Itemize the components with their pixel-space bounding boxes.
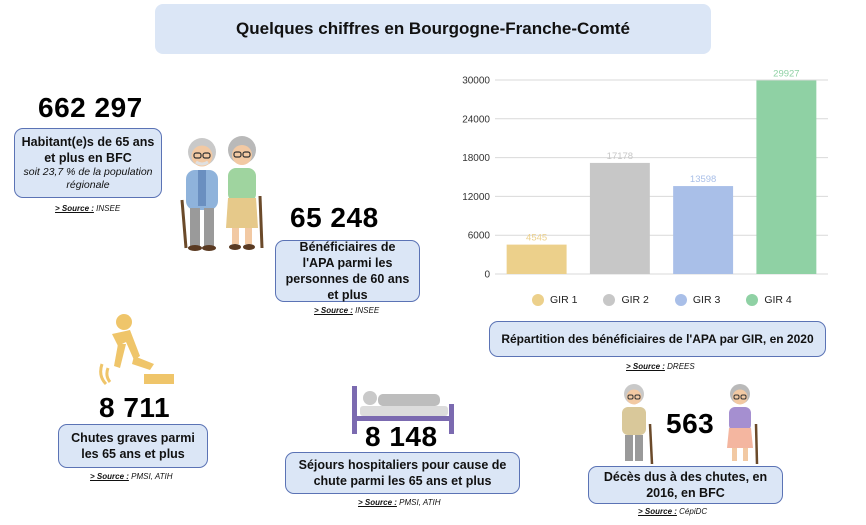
chart-source-prefix: > Source : [626, 362, 665, 371]
falls-source-text: PMSI, ATIH [131, 472, 173, 481]
legend-swatch [532, 294, 544, 306]
legend-item: GIR 2 [603, 294, 649, 306]
population-source-text: INSEE [96, 204, 121, 213]
legend-label: GIR 4 [764, 294, 792, 306]
bar [506, 244, 567, 274]
apa-source-prefix: > Source : [314, 306, 353, 315]
bar [756, 80, 817, 274]
legend-label: GIR 3 [692, 294, 721, 306]
fall-icon [99, 314, 174, 386]
population-label: Habitant(e)s de 65 ans et plus en BFC [21, 134, 155, 165]
page-title: Quelques chiffres en Bourgogne-Franche-C… [155, 4, 711, 54]
legend-label: GIR 2 [621, 294, 649, 306]
legend-item: GIR 3 [674, 294, 721, 306]
hospital-source: > Source : PMSI, ATIH [358, 498, 440, 507]
population-source: > Source : INSEE [55, 204, 120, 213]
hospital-source-text: PMSI, ATIH [399, 498, 441, 507]
apa-source-text: INSEE [355, 306, 380, 315]
falls-source: > Source : PMSI, ATIH [90, 472, 172, 481]
bar-value-label: 29927 [773, 68, 799, 79]
y-tick-label: 24000 [462, 114, 490, 125]
deaths-box: Décès dus à des chutes, en 2016, en BFC [588, 466, 783, 504]
hospital-bed-icon [352, 386, 454, 434]
population-number: 662 297 [38, 92, 143, 123]
deaths-source-prefix: > Source : [638, 507, 677, 516]
deaths-label: Décès dus à des chutes, en 2016, en BFC [603, 469, 768, 500]
apa-source: > Source : INSEE [314, 306, 379, 315]
legend-swatch [603, 294, 616, 306]
deaths-source: > Source : CépiDC [638, 507, 707, 516]
apa-box: Bénéficiaires de l'APA parmi les personn… [275, 240, 420, 302]
hospital-number: 8 148 [365, 421, 438, 452]
chart-caption: Répartition des bénéficiaires de l'APA p… [489, 321, 826, 357]
legend-swatch [674, 294, 687, 306]
legend-swatch [746, 294, 759, 306]
bar [589, 162, 650, 274]
deaths-number: 563 [666, 408, 715, 439]
bar-value-label: 4545 [526, 233, 547, 244]
y-tick-label: 30000 [462, 76, 490, 87]
population-sub: soit 23,7 % de la population régionale [23, 166, 153, 192]
falls-label: Chutes graves parmi les 65 ans et plus [71, 430, 195, 461]
bar [673, 186, 734, 274]
falls-source-prefix: > Source : [90, 472, 129, 481]
y-tick-label: 12000 [462, 192, 490, 203]
elderly-couple-icon [180, 136, 264, 251]
y-tick-label: 18000 [462, 153, 490, 164]
hospital-source-prefix: > Source : [358, 498, 397, 507]
y-tick-label: 6000 [468, 231, 491, 242]
elderly-couple-small-icon [622, 384, 654, 465]
hospital-box: Séjours hospitaliers pour cause de chute… [285, 452, 520, 494]
falls-number: 8 711 [99, 392, 171, 423]
hospital-label: Séjours hospitaliers pour cause de chute… [298, 457, 507, 488]
y-tick-label: 0 [484, 270, 490, 281]
bar-value-label: 13598 [690, 174, 716, 185]
deaths-source-text: CépiDC [679, 507, 708, 516]
population-box: Habitant(e)s de 65 ans et plus en BFC so… [14, 128, 162, 198]
legend-item: GIR 4 [746, 294, 792, 306]
chart-source-text: DREES [667, 362, 695, 371]
elderly-woman-small-icon [727, 384, 759, 465]
bar-value-label: 17178 [607, 151, 633, 162]
chart-source: > Source : DREES [626, 362, 695, 371]
apa-number: 65 248 [290, 202, 379, 233]
population-source-prefix: > Source : [55, 204, 94, 213]
gir-bar-chart: 0 6000 12000 18000 24000 30000 4545 17178 13598 2… [462, 68, 828, 281]
chart-legend: GIR 1 GIR 2 GIR 3 GIR 4 [532, 294, 792, 306]
falls-box: Chutes graves parmi les 65 ans et plus [58, 424, 208, 468]
legend-label: GIR 1 [550, 294, 578, 306]
legend-item: GIR 1 [532, 294, 577, 306]
apa-label: Bénéficiaires de l'APA parmi les personn… [285, 239, 410, 303]
